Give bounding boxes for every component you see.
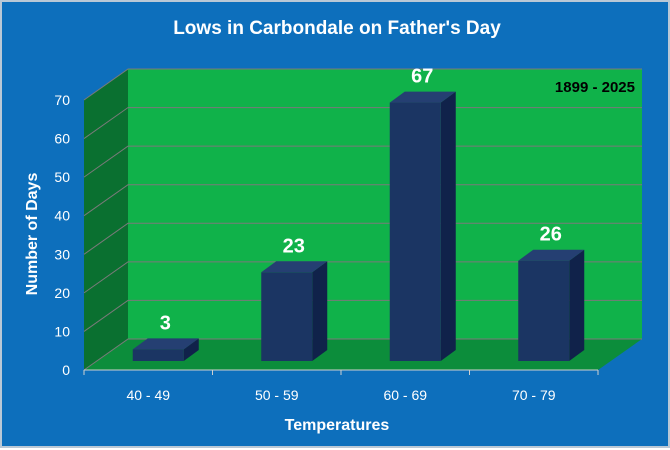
data-label: 23: [283, 235, 305, 257]
y-tick-label: 10: [54, 323, 70, 339]
x-axis-title: Temperatures: [285, 417, 390, 434]
plot-back-wall: [128, 69, 642, 339]
bar-50-59: [261, 261, 328, 361]
chart-title: Lows in Carbondale on Father's Day: [173, 18, 501, 39]
gridline: [83, 261, 642, 294]
bar-top: [389, 91, 456, 103]
gridline: [83, 338, 642, 371]
bar-side: [440, 91, 456, 362]
y-tick-label: 40: [54, 208, 70, 224]
x-tick-label: 50 - 59: [255, 387, 299, 403]
y-tick-label: 70: [54, 92, 70, 108]
bar-40-49: [132, 338, 199, 361]
data-label: 26: [540, 224, 562, 246]
bar-top: [518, 249, 585, 261]
gridline: [83, 222, 642, 255]
y-axis-title: Number of Days: [24, 173, 41, 296]
bars: [132, 91, 585, 362]
date-range-annotation: 1899 - 2025: [555, 79, 635, 96]
y-tick-label: 20: [54, 285, 70, 301]
y-tick-label: 30: [54, 246, 70, 262]
y-tick-label: 60: [54, 131, 70, 147]
x-tick-label: 60 - 69: [383, 387, 427, 403]
x-tick-label: 40 - 49: [126, 387, 170, 403]
plot-floor: [84, 339, 642, 370]
gridline: [83, 107, 642, 139]
bar-top: [132, 338, 199, 350]
bar-side: [312, 261, 328, 361]
plot-area: [84, 69, 642, 370]
gridline: [83, 145, 642, 178]
gridline: [83, 68, 642, 101]
bar-side: [569, 249, 585, 361]
bar: [389, 102, 441, 362]
bar-side: [183, 338, 199, 361]
bar: [518, 260, 570, 361]
bar: [132, 349, 184, 361]
bar-60-69: [389, 91, 456, 362]
data-label: 67: [411, 66, 433, 88]
labels: 0 10 20 30 40 50 60 70 3 40 - 49 23 50 - 59 67 60 - 6…: [54, 66, 561, 403]
y-tick-label: 50: [54, 169, 70, 185]
bar-70-79: [518, 249, 585, 361]
gridlines: [83, 68, 642, 375]
plot-side-wall: [84, 69, 128, 370]
bar: [261, 272, 313, 361]
gridline: [83, 184, 642, 217]
y-tick-label: 0: [62, 362, 70, 378]
gridline: [83, 299, 642, 332]
data-label: 3: [160, 312, 171, 334]
bar-top: [261, 261, 328, 273]
x-tick-label: 70 - 79: [512, 387, 556, 403]
